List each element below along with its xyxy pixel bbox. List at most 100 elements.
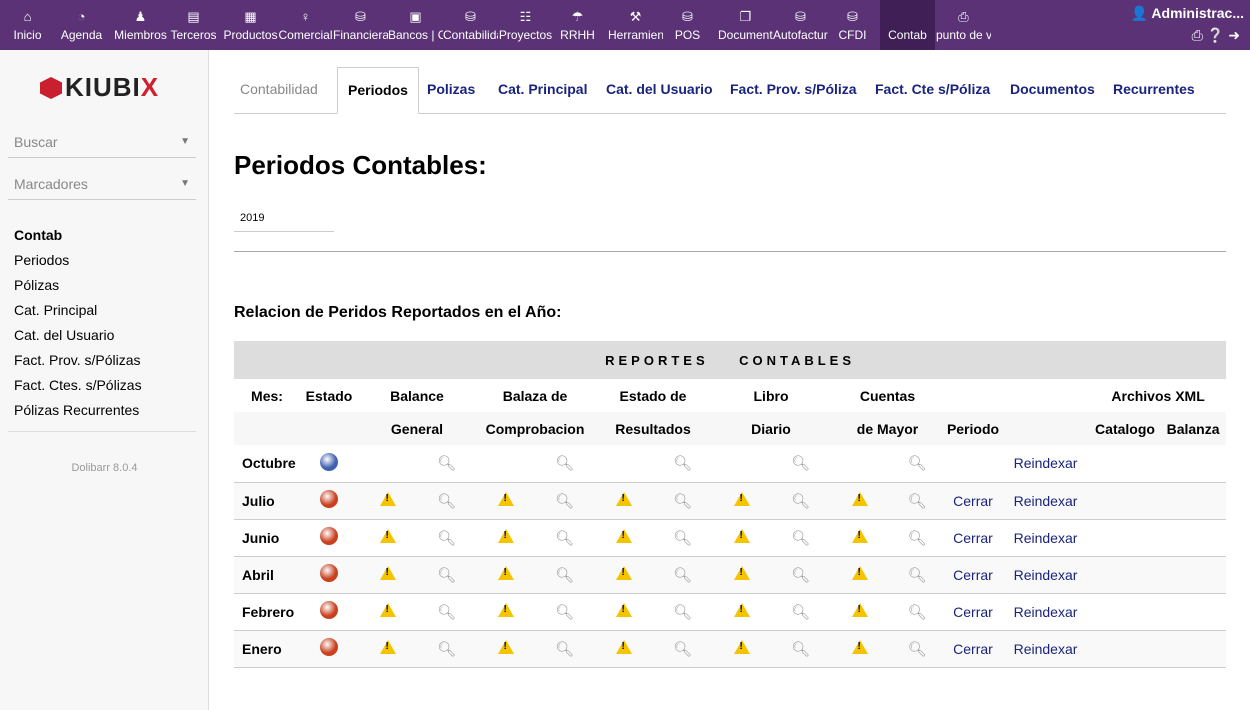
sidebar-item-cat-usuario[interactable]: Cat. del Usuario: [14, 327, 115, 343]
nav-pos[interactable]: ⛁ POS: [660, 0, 715, 50]
database-icon: ⛁: [682, 9, 693, 24]
tab-recurrentes[interactable]: Recurrentes: [1113, 81, 1195, 97]
sidebar-item-polizas-recurrentes[interactable]: Pólizas Recurrentes: [14, 402, 140, 418]
tab-polizas[interactable]: Polizas: [427, 81, 476, 97]
tab-fact-cte-s-p-liza[interactable]: Fact. Cte s/Póliza: [875, 81, 991, 97]
reindex-link[interactable]: Reindexar: [1013, 603, 1078, 620]
search-icon[interactable]: 🔍︎: [436, 455, 457, 473]
nav-documentos[interactable]: ❐ Documentos: [718, 0, 773, 50]
nav-cfdi[interactable]: ⛁ CFDI: [825, 0, 880, 50]
search-icon[interactable]: 🔍︎: [436, 492, 457, 510]
year-select[interactable]: 2019: [234, 208, 334, 232]
print-icon[interactable]: ⎙: [1191, 27, 1207, 43]
chevron-down-icon: ▼: [180, 136, 190, 147]
search-select[interactable]: Buscar ▼: [8, 130, 196, 158]
search-icon[interactable]: 🔍︎: [672, 603, 693, 621]
logout-icon[interactable]: ➜: [1228, 27, 1244, 43]
help-icon[interactable]: ❔: [1206, 27, 1229, 43]
catalog-xml-cell: [1090, 445, 1160, 483]
warning-cell: [358, 519, 417, 557]
tab-contabilidad[interactable]: Contabilidad: [240, 81, 318, 97]
tab-documentos[interactable]: Documentos: [1010, 81, 1095, 97]
nav-autofactura[interactable]: ⛁ Autofactura: [773, 0, 828, 50]
search-icon[interactable]: 🔍︎: [907, 529, 927, 547]
search-icon[interactable]: 🔍︎: [554, 455, 575, 473]
sidebar-item-cat-principal[interactable]: Cat. Principal: [14, 302, 98, 318]
search-icon[interactable]: 🔍︎: [436, 603, 457, 621]
tab-cat-del-usuario[interactable]: Cat. del Usuario: [606, 81, 713, 97]
col-libro-2: Diario: [712, 412, 830, 445]
tab-periodos[interactable]: Periodos: [337, 67, 419, 114]
search-icon[interactable]: 🔍︎: [554, 603, 575, 621]
search-icon[interactable]: 🔍︎: [436, 529, 457, 547]
warning-cell: [358, 593, 417, 631]
search-icon[interactable]: 🔍︎: [672, 566, 693, 584]
close-period-link[interactable]: Cerrar: [953, 640, 993, 657]
bookmarks-select[interactable]: Marcadores ▼: [8, 172, 196, 200]
search-icon[interactable]: 🔍︎: [907, 603, 927, 621]
nav-bancos-cajas[interactable]: ▣ Bancos | Cajas: [388, 0, 443, 50]
close-period-link[interactable]: Cerrar: [953, 492, 993, 509]
nav-miembros[interactable]: ♟ Miembros: [113, 0, 168, 50]
logo[interactable]: KIUBIX: [40, 72, 159, 103]
search-icon[interactable]: 🔍︎: [790, 566, 811, 584]
search-icon[interactable]: 🔍︎: [790, 492, 811, 510]
warning-cell: [712, 556, 771, 594]
search-icon[interactable]: 🔍︎: [672, 529, 693, 547]
search-icon[interactable]: 🔍︎: [672, 455, 693, 473]
sidebar-item-polizas[interactable]: Pólizas: [14, 277, 60, 293]
nav-herramientas[interactable]: ⚒ Herramientas: [608, 0, 663, 50]
catalog-xml-cell: [1090, 593, 1160, 631]
nav-financiera[interactable]: ⛁ Financiera: [333, 0, 388, 50]
search-icon[interactable]: 🔍︎: [790, 455, 811, 473]
nav-agenda[interactable]: ◔ Agenda: [54, 0, 109, 50]
nav-productos[interactable]: ▦ Productos: [223, 0, 278, 50]
search-icon[interactable]: 🔍︎: [554, 566, 575, 584]
close-period-link[interactable]: Cerrar: [953, 566, 993, 583]
nav-punto-de-venta[interactable]: ⎙ punto de venta: [936, 0, 991, 50]
reindex-link[interactable]: Reindexar: [1013, 455, 1078, 472]
search-icon[interactable]: 🔍︎: [672, 492, 693, 510]
search-icon[interactable]: 🔍︎: [790, 603, 811, 621]
sidebar-item-fact-prov[interactable]: Fact. Prov. s/Pólizas: [14, 352, 141, 368]
search-icon[interactable]: 🔍︎: [554, 529, 575, 547]
tab-cat-principal[interactable]: Cat. Principal: [498, 81, 588, 97]
nav-inicio[interactable]: ⌂ Inicio: [0, 0, 55, 50]
search-icon[interactable]: 🔍︎: [907, 640, 927, 658]
tab-fact-prov-s-p-liza[interactable]: Fact. Prov. s/Póliza: [730, 81, 857, 97]
search-icon[interactable]: 🔍︎: [907, 455, 927, 473]
reindex-link[interactable]: Reindexar: [1013, 640, 1078, 657]
search-icon[interactable]: 🔍︎: [436, 566, 457, 584]
sidebar-item-periodos[interactable]: Periodos: [14, 252, 70, 268]
month-cell: Junio: [234, 519, 300, 557]
search-icon[interactable]: 🔍︎: [790, 640, 811, 658]
nav-comercial[interactable]: ♀ Comercial: [278, 0, 333, 50]
close-period-link[interactable]: Cerrar: [953, 529, 993, 546]
close-period-link[interactable]: Cerrar: [953, 603, 993, 620]
reindex-link[interactable]: Reindexar: [1013, 492, 1078, 509]
search-icon[interactable]: 🔍︎: [436, 640, 457, 658]
search-icon[interactable]: 🔍︎: [790, 529, 811, 547]
search-icon[interactable]: 🔍︎: [907, 566, 927, 584]
reindex-link[interactable]: Reindexar: [1013, 566, 1078, 583]
view-cell: 🔍︎: [653, 519, 712, 557]
view-cell: 🔍︎: [417, 445, 476, 483]
sidebar-menu-title[interactable]: Contab: [14, 227, 63, 243]
search-icon[interactable]: 🔍︎: [554, 492, 575, 510]
search-icon[interactable]: 🔍︎: [672, 640, 693, 658]
view-cell: 🔍︎: [889, 556, 945, 594]
status-closed-icon: [320, 638, 338, 656]
search-icon[interactable]: 🔍︎: [907, 492, 927, 510]
nav-contab[interactable]: Contab: [880, 0, 935, 50]
nav-contabilidad[interactable]: ⛁ Contabilidad: [443, 0, 498, 50]
nav-terceros[interactable]: ▤ Terceros: [166, 0, 221, 50]
warning-icon: [733, 603, 750, 617]
search-icon[interactable]: 🔍︎: [554, 640, 575, 658]
user-menu[interactable]: 👤 Administrac...: [1130, 5, 1244, 21]
reindex-link[interactable]: Reindexar: [1013, 529, 1078, 546]
nav-rrhh[interactable]: ☂ RRHH: [550, 0, 605, 50]
month-cell: Enero: [234, 630, 300, 668]
sidebar-item-fact-ctes[interactable]: Fact. Ctes. s/Pólizas: [14, 377, 142, 393]
sidebar-menu: Contab Periodos Pólizas Cat. Principal C…: [14, 227, 142, 427]
nav-proyectos[interactable]: ☷ Proyectos: [498, 0, 553, 50]
